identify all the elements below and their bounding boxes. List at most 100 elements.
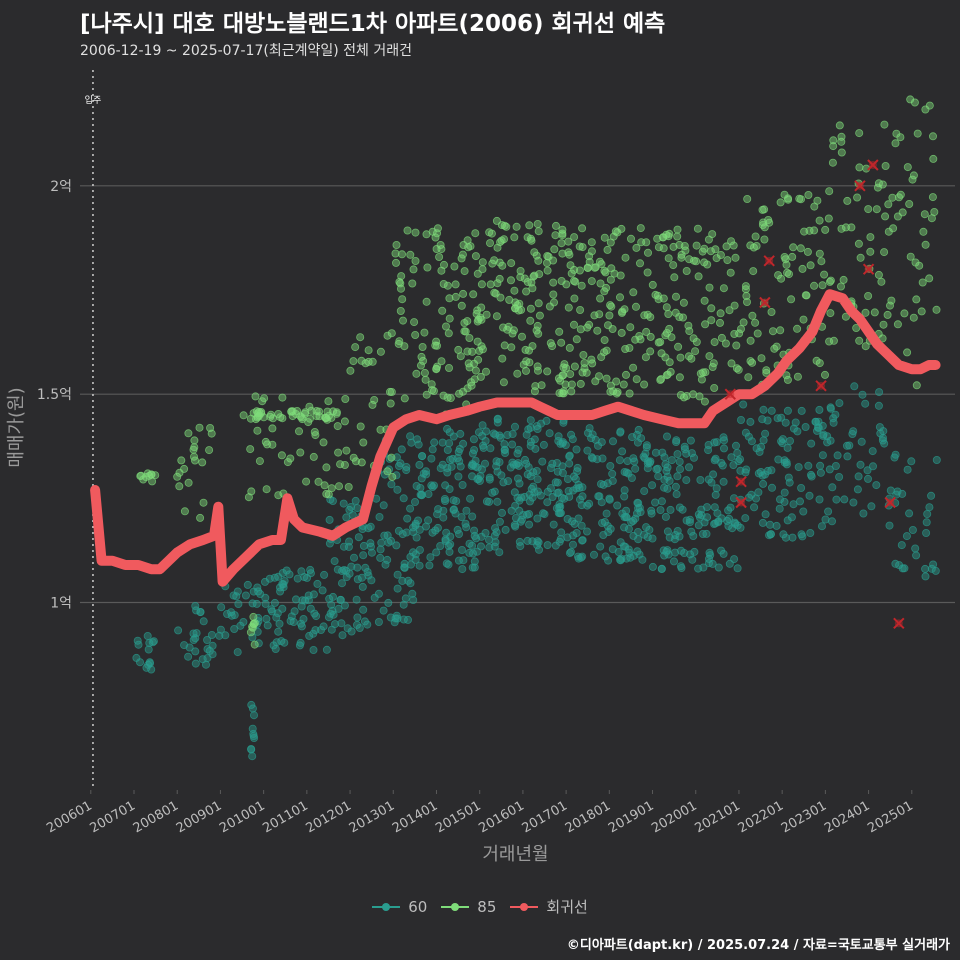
point-85 xyxy=(696,369,705,378)
point-60 xyxy=(355,624,364,633)
point-85 xyxy=(837,282,846,291)
point-60 xyxy=(720,436,729,445)
point-85 xyxy=(803,247,812,256)
point-60 xyxy=(594,441,603,450)
point-60 xyxy=(174,626,183,635)
point-60 xyxy=(798,532,807,541)
source-caption: ©디아파트(dapt.kr) / 2025.07.24 / 자료=국토교통부 실… xyxy=(566,938,950,953)
point-85 xyxy=(463,384,472,393)
point-60 xyxy=(328,592,337,601)
point-60 xyxy=(336,595,345,604)
point-60 xyxy=(823,438,832,447)
point-85 xyxy=(629,363,638,372)
point-60 xyxy=(358,525,367,534)
point-85 xyxy=(829,136,838,145)
point-85 xyxy=(398,316,407,325)
point-60 xyxy=(306,569,315,578)
point-85 xyxy=(716,309,725,318)
point-60 xyxy=(514,459,523,468)
point-85 xyxy=(739,318,748,327)
point-85 xyxy=(356,333,365,342)
point-85 xyxy=(184,478,193,487)
point-85 xyxy=(268,440,277,449)
point-85 xyxy=(575,242,584,251)
point-85 xyxy=(552,221,561,230)
point-60 xyxy=(271,645,280,654)
point-60 xyxy=(696,513,705,522)
point-85 xyxy=(675,373,684,382)
point-60 xyxy=(665,533,674,542)
point-60 xyxy=(565,492,574,501)
point-85 xyxy=(719,284,728,293)
point-60 xyxy=(399,615,408,624)
point-85 xyxy=(839,275,848,284)
point-85 xyxy=(770,344,779,353)
x-tick-label: 201201 xyxy=(304,798,354,836)
outlier-markers xyxy=(724,159,905,630)
point-85 xyxy=(564,303,573,312)
point-60 xyxy=(558,468,567,477)
point-60 xyxy=(555,537,564,546)
point-60 xyxy=(879,427,888,436)
point-85 xyxy=(262,485,271,494)
point-60 xyxy=(703,503,712,512)
point-60 xyxy=(680,442,689,451)
point-85 xyxy=(835,121,844,130)
point-60 xyxy=(786,436,795,445)
point-85 xyxy=(477,303,486,312)
point-85 xyxy=(920,210,929,219)
point-60 xyxy=(533,475,542,484)
point-85 xyxy=(526,304,535,313)
point-85 xyxy=(537,381,546,390)
point-85 xyxy=(903,348,912,357)
point-85 xyxy=(412,369,421,378)
point-60 xyxy=(675,457,684,466)
point-60 xyxy=(425,561,434,570)
point-85 xyxy=(184,429,193,438)
point-60 xyxy=(905,509,914,518)
point-60 xyxy=(857,437,866,446)
point-60 xyxy=(783,516,792,525)
point-60 xyxy=(415,460,424,469)
point-85 xyxy=(500,341,509,350)
point-85 xyxy=(400,394,409,403)
point-60 xyxy=(404,576,413,585)
point-85 xyxy=(665,358,674,367)
point-60 xyxy=(794,463,803,472)
point-60 xyxy=(301,596,310,605)
point-60 xyxy=(353,504,362,513)
point-60 xyxy=(207,631,216,640)
point-60 xyxy=(710,503,719,512)
point-60 xyxy=(473,547,482,556)
point-85 xyxy=(443,281,452,290)
point-60 xyxy=(633,438,642,447)
point-60 xyxy=(501,448,510,457)
legend-key-regression xyxy=(510,900,539,914)
point-85 xyxy=(562,280,571,289)
point-85 xyxy=(716,318,725,327)
legend-key-60 xyxy=(372,900,401,914)
point-60 xyxy=(556,508,565,517)
point-60 xyxy=(526,416,535,425)
point-85 xyxy=(545,302,554,311)
point-85 xyxy=(705,352,714,361)
point-60 xyxy=(676,465,685,474)
point-60 xyxy=(673,450,682,459)
point-60 xyxy=(508,440,517,449)
point-85 xyxy=(570,233,579,242)
point-85 xyxy=(255,457,264,466)
point-60 xyxy=(492,462,501,471)
point-85 xyxy=(898,208,907,217)
point-60 xyxy=(243,580,252,589)
point-60 xyxy=(415,561,424,570)
point-60 xyxy=(482,497,491,506)
point-60 xyxy=(516,517,525,526)
point-60 xyxy=(585,424,594,433)
legend-item-regression: 회귀선 xyxy=(510,896,588,917)
point-60 xyxy=(605,495,614,504)
point-60 xyxy=(199,617,208,626)
point-60 xyxy=(203,636,212,645)
point-60 xyxy=(575,483,584,492)
point-60 xyxy=(415,525,424,534)
point-85 xyxy=(619,380,628,389)
